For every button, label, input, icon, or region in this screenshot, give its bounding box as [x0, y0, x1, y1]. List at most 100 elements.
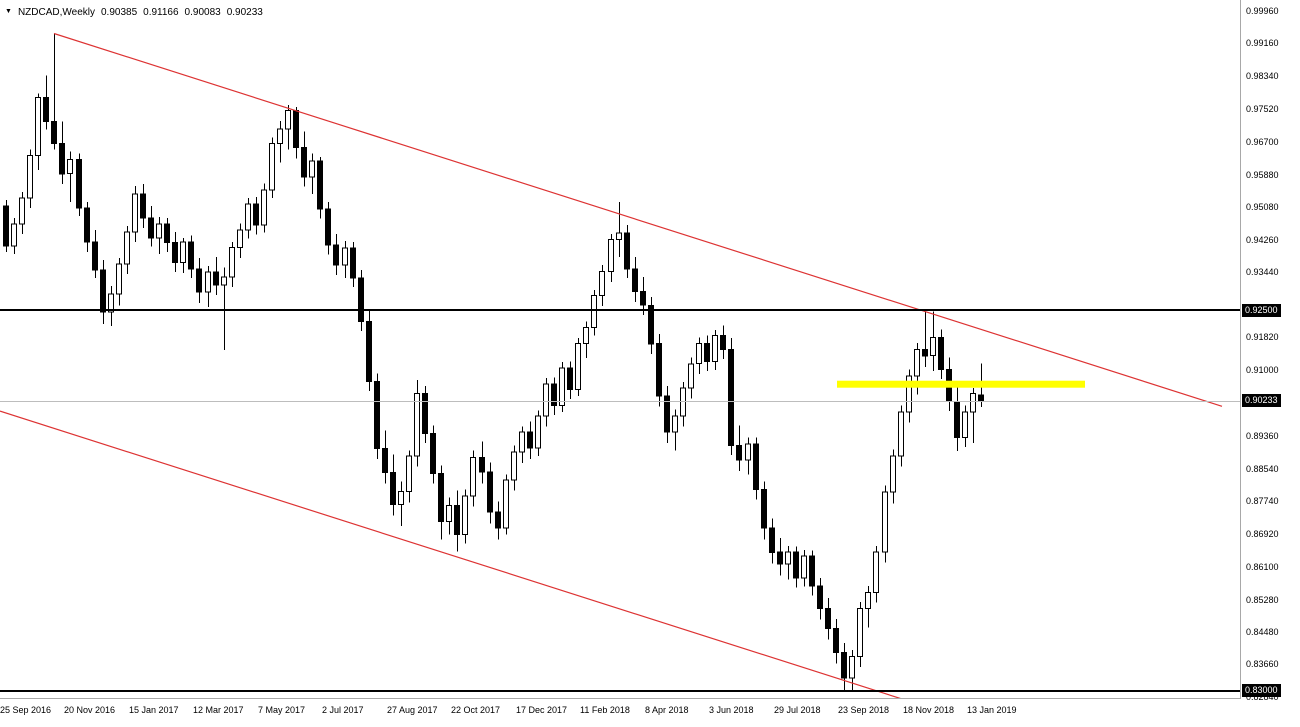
- time-tick-label: 25 Sep 2016: [0, 705, 52, 715]
- price-tick-label: 0.86920: [1246, 529, 1279, 539]
- time-tick-label: 8 Apr 2018: [645, 705, 689, 715]
- bull-candle-body: [535, 415, 541, 449]
- price-tick-label: 0.91820: [1246, 332, 1279, 342]
- time-scale[interactable]: 25 Sep 2016 20 Nov 2016 15 Jan 2017 12 Mar …: [0, 699, 1240, 727]
- bull-candle-body: [116, 263, 122, 295]
- bull-candle-body: [745, 443, 751, 461]
- bear-candle-body: [196, 268, 202, 293]
- bull-candle-body: [712, 335, 718, 362]
- bull-candle-body: [882, 491, 888, 553]
- bull-candle-body: [406, 455, 412, 492]
- open-value: 0.90385: [100, 6, 138, 18]
- bear-candle-body: [51, 121, 57, 145]
- bear-candle-body: [753, 443, 759, 491]
- price-tick-label: 0.89360: [1246, 431, 1279, 441]
- bear-candle-body: [164, 223, 170, 244]
- bear-candle-body: [833, 627, 839, 654]
- price-tick-label: 0.93440: [1246, 267, 1279, 277]
- bull-candle-body: [269, 143, 275, 191]
- bull-candle-body: [285, 109, 291, 130]
- symbol-ohlc-readout: ▼ NZDCAD,Weekly 0.90385 0.91166 0.90083 …: [5, 5, 263, 19]
- price-tick-label: 0.88540: [1246, 464, 1279, 474]
- bull-candle-body: [599, 271, 605, 297]
- bear-candle-body: [704, 343, 710, 362]
- time-tick-label: 18 Nov 2018: [903, 705, 955, 715]
- bull-candle-body: [898, 411, 904, 457]
- chart-canvas[interactable]: [0, 0, 1240, 698]
- bull-candle-body: [342, 247, 348, 266]
- bull-candle-body: [309, 160, 315, 178]
- bull-candle-body: [462, 495, 468, 536]
- bear-candle-body: [430, 433, 436, 475]
- bull-candle-body: [857, 607, 863, 657]
- bull-candle-body: [906, 375, 912, 413]
- price-tick-label: 0.99960: [1246, 6, 1279, 16]
- price-tick-label: 0.87740: [1246, 496, 1279, 506]
- bull-candle-body: [470, 457, 476, 497]
- bull-candle-body: [108, 293, 114, 313]
- bull-candle-body: [503, 479, 509, 529]
- low-value: 0.90083: [184, 6, 221, 18]
- bull-candle-body: [962, 411, 968, 439]
- bear-candle-body: [382, 447, 388, 473]
- bear-candle-body: [922, 348, 928, 357]
- time-tick-label: 29 Jul 2018: [774, 705, 821, 715]
- time-tick-label: 13 Jan 2019: [967, 705, 1017, 715]
- bull-candle-body: [67, 159, 73, 175]
- bull-candle-body: [19, 197, 25, 225]
- bull-candle-body: [221, 276, 227, 286]
- time-tick-label: 2 Jul 2017: [322, 705, 364, 715]
- quick-trade-dropdown-icon[interactable]: ▼: [5, 8, 12, 15]
- bear-candle-body: [438, 473, 444, 523]
- bull-candle-body: [575, 343, 581, 390]
- price-tick-label: 0.85280: [1246, 595, 1279, 605]
- time-tick-label: 15 Jan 2017: [129, 705, 179, 715]
- bear-candle-body: [43, 97, 49, 123]
- price-tick-label: 0.97520: [1246, 104, 1279, 114]
- bear-candle-body: [777, 551, 783, 565]
- time-tick-label: 7 May 2017: [258, 705, 306, 715]
- close-value: 0.90233: [226, 6, 263, 18]
- bear-candle-body: [325, 208, 331, 246]
- highlight-band[interactable]: [837, 380, 1085, 388]
- price-tick-label: 0.82840: [1246, 692, 1279, 702]
- price-tick-label: 0.99160: [1246, 38, 1279, 48]
- bear-candle-body: [640, 291, 646, 306]
- upper-channel-line[interactable]: [53, 32, 1223, 407]
- bull-candle-body: [543, 383, 549, 417]
- high-value: 0.91166: [143, 6, 179, 18]
- bear-candle-body: [390, 471, 396, 505]
- bear-candle-body: [656, 343, 662, 397]
- bear-candle-body: [954, 401, 960, 439]
- bull-candle-body: [27, 155, 33, 199]
- price-tick-label: 0.96700: [1246, 137, 1279, 147]
- bear-candle-body: [938, 336, 944, 370]
- bull-candle-body: [245, 203, 251, 231]
- bear-candle-body: [100, 269, 106, 313]
- price-scale[interactable]: 0.99960 0.99160 0.98340 0.97520 0.96700 0.958…: [1241, 0, 1300, 727]
- bull-candle-body: [970, 393, 976, 413]
- bear-candle-body: [487, 471, 493, 513]
- bear-candle-body: [632, 268, 638, 293]
- bear-candle-body: [454, 505, 460, 536]
- time-tick-label: 11 Feb 2018: [580, 705, 630, 715]
- bear-candle-body: [817, 585, 823, 609]
- bear-candle-body: [761, 489, 767, 529]
- bear-candle-body: [793, 551, 799, 579]
- price-tick-label: 0.83660: [1246, 659, 1279, 669]
- plot-area[interactable]: [0, 0, 1240, 698]
- bull-candle-body: [519, 431, 525, 453]
- bear-candle-body: [301, 147, 307, 178]
- price-tick-label: 0.91000: [1246, 365, 1279, 375]
- bull-candle-body: [591, 295, 597, 329]
- time-scale-separator: [0, 698, 1300, 699]
- bear-candle-body: [333, 244, 339, 266]
- bear-candle-body: [59, 143, 65, 175]
- price-line-label-box: 0.90233: [1242, 394, 1281, 407]
- lower-channel-line[interactable]: [0, 410, 908, 698]
- bull-candle-body: [672, 415, 678, 433]
- bull-candle-body: [583, 327, 589, 345]
- bull-candle-body: [205, 271, 211, 293]
- bull-candle-body: [873, 551, 879, 593]
- time-tick-label: 22 Oct 2017: [451, 705, 501, 715]
